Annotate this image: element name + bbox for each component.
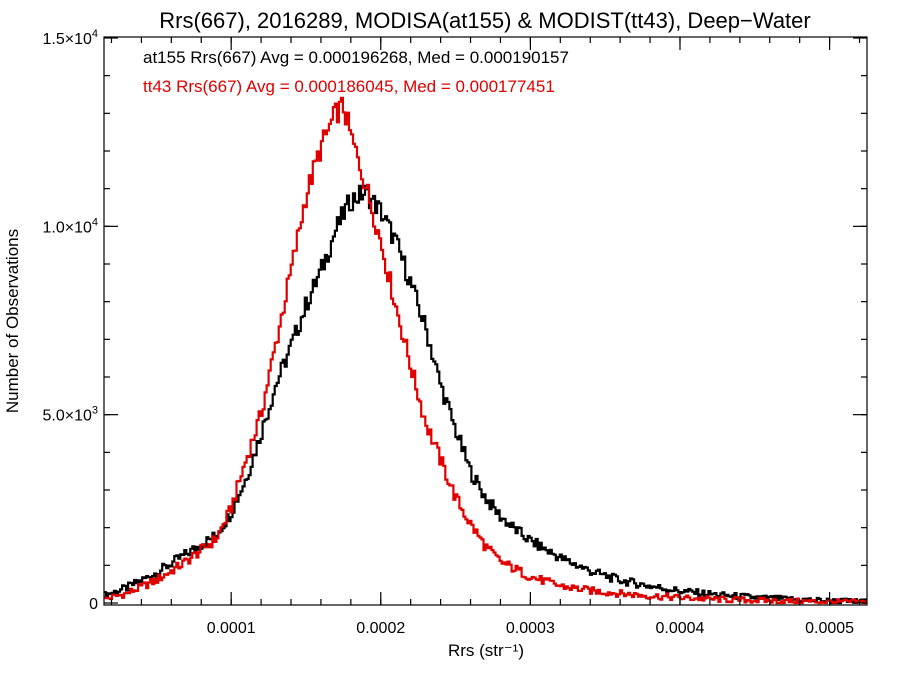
legend-tt43: tt43 Rrs(667) Avg = 0.000186045, Med = 0… <box>143 77 555 96</box>
x-tick-label: 0.0004 <box>656 620 705 637</box>
chart-title: Rrs(667), 2016289, MODISA(at155) & MODIS… <box>159 8 810 33</box>
plot-frame <box>103 36 868 606</box>
y-tick-label: 1.0×104 <box>42 216 98 236</box>
y-tick-label: 5.0×103 <box>42 405 98 425</box>
x-axis-label: Rrs (str⁻¹) <box>448 641 524 660</box>
y-tick-label: 1.5×104 <box>42 28 98 48</box>
x-tick-label: 0.0003 <box>506 620 555 637</box>
x-tick-labels: 0.0001 0.0002 0.0003 0.0004 0.0005 <box>207 620 854 637</box>
x-tick-label: 0.0001 <box>207 620 256 637</box>
x-tick-label: 0.0002 <box>356 620 405 637</box>
x-tick-label: 0.0005 <box>805 620 854 637</box>
y-tick-labels: 0 5.0×103 1.0×104 1.5×104 <box>42 28 98 613</box>
legend-at155: at155 Rrs(667) Avg = 0.000196268, Med = … <box>143 48 569 67</box>
series-tt43-line <box>104 96 867 605</box>
y-tick-label: 0 <box>89 596 98 613</box>
series-layer <box>104 96 867 605</box>
ticks-layer <box>104 37 867 605</box>
y-axis-label: Number of Observations <box>3 229 22 413</box>
series-at155-line <box>104 184 867 605</box>
